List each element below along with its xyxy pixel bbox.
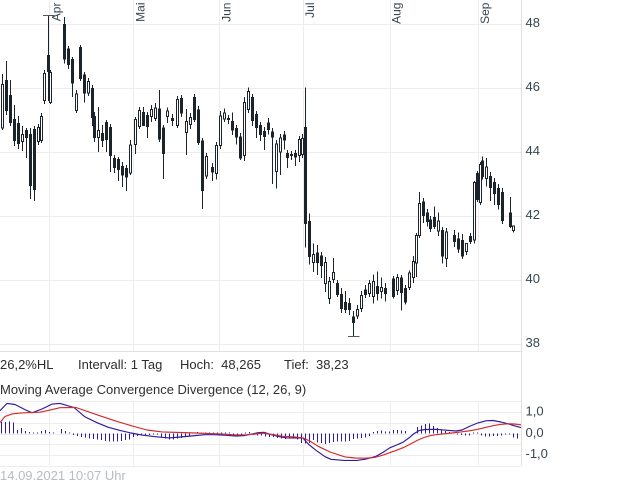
svg-text:14.09.2021 10:07 Uhr: 14.09.2021 10:07 Uhr	[0, 468, 126, 483]
svg-text:Mai: Mai	[133, 3, 147, 22]
svg-text:Jun: Jun	[219, 3, 233, 22]
svg-text:26,2%HL: 26,2%HL	[0, 357, 53, 372]
svg-text:0,0: 0,0	[526, 425, 544, 440]
svg-text:Tief: 38,23: Tief: 38,23	[284, 357, 349, 372]
svg-text:Sep: Sep	[478, 2, 492, 24]
svg-text:44: 44	[526, 143, 540, 158]
svg-text:48: 48	[526, 15, 540, 30]
svg-text:40: 40	[526, 271, 540, 286]
svg-text:Aug: Aug	[390, 3, 404, 24]
svg-text:46: 46	[526, 79, 540, 94]
svg-text:38: 38	[526, 335, 540, 350]
svg-text:Intervall: 1 Tag: Intervall: 1 Tag	[78, 357, 162, 372]
svg-text:42: 42	[526, 207, 540, 222]
svg-text:Hoch: 48,265: Hoch: 48,265	[180, 357, 261, 372]
svg-text:Moving Average Convergence Div: Moving Average Convergence Divergence (1…	[0, 382, 306, 397]
svg-text:Apr: Apr	[49, 3, 63, 22]
svg-text:-1,0: -1,0	[526, 446, 548, 461]
svg-text:Jul: Jul	[303, 3, 317, 18]
svg-text:1,0: 1,0	[526, 403, 544, 418]
